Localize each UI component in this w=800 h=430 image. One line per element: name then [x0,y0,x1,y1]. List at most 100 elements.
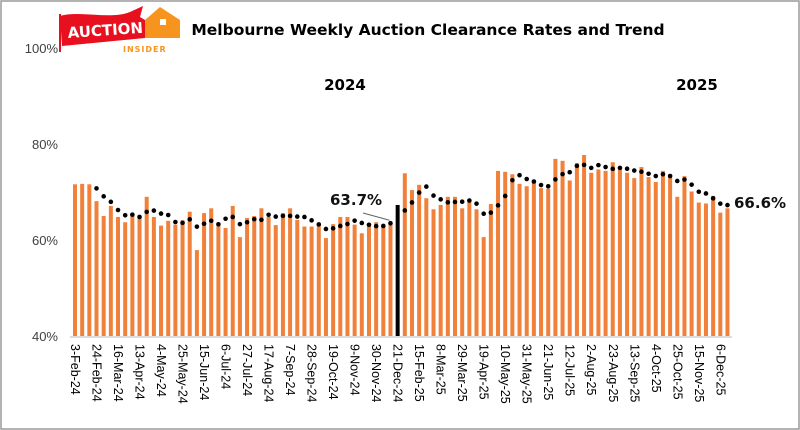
bar [366,224,371,336]
trend-point [388,220,393,226]
x-tick-label: 29-Mar-25 [455,344,469,402]
trend-point [538,182,544,188]
bar [338,216,343,336]
bar [653,181,658,336]
bar [123,222,128,336]
bar [660,170,665,336]
trend-point [545,183,551,189]
bar [567,180,572,336]
x-tick-label: 19-Oct-24 [326,344,340,400]
trend-point [588,165,594,171]
trend-point [316,222,322,227]
trend-point [151,208,157,213]
x-tick-label: 25-Oct-25 [670,344,684,400]
trend-point [323,226,329,232]
bar [589,172,594,336]
trend-point [302,214,307,220]
trend-point [467,198,472,203]
logo-text-insider: INSIDER [123,45,167,54]
bar [531,181,536,336]
bar [431,209,436,336]
bar [402,173,407,336]
bar [617,168,622,336]
chart-title: Melbourne Weekly Auction Clearance Rates… [191,21,664,39]
trend-point [703,191,709,196]
annotation-label-2024: 63.7% [330,191,382,209]
bar [323,238,328,336]
bar [216,225,221,336]
bar [259,208,264,336]
trend-point [567,169,573,175]
trend-point [223,216,228,222]
bar [445,196,450,336]
bar [266,216,271,336]
x-tick-label: 12-Jul-25 [563,344,577,396]
trend-point [624,166,630,172]
bar [173,224,178,336]
bar [381,224,386,336]
trend-point [101,194,106,199]
trend-point [718,201,723,206]
trend-point [631,168,637,173]
trend-point [165,212,171,218]
x-tick-label: 2-Aug-25 [584,344,598,395]
bar [517,183,522,336]
trend-point [495,203,501,208]
x-tick-label: 23-Aug-25 [606,344,620,402]
bar [409,190,414,336]
bar [194,250,199,336]
trend-point [201,221,207,227]
bar [560,160,565,336]
bar [496,170,501,336]
trend-line [94,162,730,232]
bar [80,183,85,336]
trend-point [266,212,271,218]
bar [675,196,680,336]
bar [116,216,121,336]
x-tick-label: 24-Feb-24 [90,344,104,402]
bar [689,191,694,336]
annotation-label-latest: 66.6% [734,194,786,212]
bar [302,226,307,336]
trend-point [402,208,408,213]
bar [488,204,493,336]
x-tick-label: 15-Nov-25 [692,344,706,402]
trend-point [194,224,200,229]
house-window [160,19,166,25]
bar [223,228,228,336]
trend-point [682,177,687,182]
y-axis: 40% 60% 80% 100% [25,41,59,344]
bar [159,225,164,336]
bar [273,225,278,336]
bar [696,202,701,336]
trend-point [352,218,357,223]
bar [625,172,630,336]
trend-point [725,202,730,208]
trend-point [130,212,135,217]
bar [603,170,608,336]
trend-point [94,186,99,191]
x-tick-label: 10-May-25 [498,344,512,404]
bar [424,198,429,336]
trend-point [251,216,257,222]
trend-point [502,193,508,199]
logo-flag [60,6,145,46]
trend-point [524,176,530,182]
x-tick-label: 21-Jun-25 [541,344,555,400]
trend-point [294,214,300,219]
y-tick-label: 60% [32,233,58,248]
trend-point [481,211,486,217]
trend-point [366,222,372,228]
x-tick-label: 17-Aug-24 [262,344,276,402]
trend-point [474,201,479,206]
trend-point [180,220,185,226]
bar [245,217,250,336]
logo-text-auction: AUCTION [67,19,144,42]
x-tick-label: 7-Sep-24 [283,344,297,395]
trend-point [553,177,558,182]
bar [510,174,515,336]
trend-point [337,223,343,229]
trend-point [416,190,422,195]
